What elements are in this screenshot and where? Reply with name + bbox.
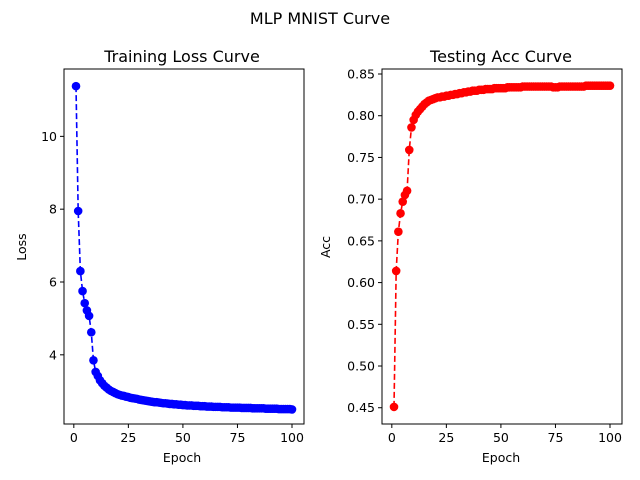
training-loss-data-point [71,81,81,91]
training-loss-data-point [80,298,90,308]
testing-acc-data-point [407,123,416,132]
training-loss-xtick-label: 100 [280,430,304,445]
testing-acc-plot-area [389,81,615,412]
testing-acc-xtick-label: 0 [388,430,396,445]
training-loss-xtick-label: 50 [175,430,191,445]
testing-acc-ytick-label: 0.75 [347,150,375,165]
training-loss-data-point [84,311,94,321]
testing-acc-title: Testing Acc Curve [429,47,572,66]
testing-acc-data-point [394,227,403,236]
training-loss-plot-area [71,81,297,414]
testing-acc-data-point [389,402,399,412]
testing-acc-xtick-label: 75 [548,430,564,445]
testing-acc-ytick-label: 0.65 [347,233,375,248]
training-loss-ylabel: Loss [14,233,29,260]
testing-acc-ticks: 0 25 50 75 100 0.45 0.50 0.55 0.60 0.65 0.70 0.75 0.… [347,67,622,445]
training-loss-data-point [73,206,83,216]
training-loss-data-point [287,405,297,414]
testing-acc-ytick-label: 0.80 [347,108,375,123]
training-loss-ytick-label: 10 [41,129,57,144]
testing-acc-data-point [404,145,414,155]
testing-acc-data-point [605,81,615,90]
training-loss-axes-frame [63,68,305,425]
testing-acc-data-point [402,186,412,196]
testing-acc-data-point [396,209,405,218]
training-loss-ytick-label: 4 [49,347,57,362]
training-loss-ytick-label: 8 [49,202,57,217]
testing-acc-axes-frame [381,68,623,425]
training-loss-xtick-label: 75 [230,430,246,445]
testing-acc-ytick-label: 0.55 [347,317,375,332]
training-loss-title: Training Loss Curve [103,47,260,66]
testing-acc-data-point [391,266,401,276]
training-loss-panel: Training Loss Curve Epoch Loss 0 25 50 75 10… [14,47,305,465]
training-loss-ytick-label: 6 [49,275,57,290]
training-loss-data-point [86,327,96,337]
training-loss-xtick-label: 25 [120,430,136,445]
testing-acc-ytick-label: 0.85 [347,67,375,82]
training-loss-data-point [89,355,98,365]
testing-acc-panel: Testing Acc Curve Epoch Acc 0 25 50 75 100 0.… [318,47,623,465]
training-loss-xlabel: Epoch [163,450,201,465]
testing-acc-ytick-label: 0.50 [347,359,375,374]
testing-acc-xlabel: Epoch [482,450,520,465]
training-loss-xtick-label: 0 [70,430,78,445]
testing-acc-ytick-label: 0.45 [347,400,375,415]
training-loss-ticks: 0 25 50 75 100 4 6 8 10 [41,129,304,445]
testing-acc-xtick-label: 100 [598,430,622,445]
training-loss-data-point [76,266,85,276]
testing-acc-xtick-label: 25 [438,430,454,445]
testing-acc-data-point [398,197,408,206]
testing-acc-ytick-label: 0.60 [347,275,375,290]
figure-suptitle: MLP MNIST Curve [250,9,390,28]
testing-acc-ylabel: Acc [318,236,333,258]
training-loss-data-point [78,286,87,296]
testing-acc-xtick-label: 50 [493,430,509,445]
testing-acc-ytick-label: 0.70 [347,192,375,207]
